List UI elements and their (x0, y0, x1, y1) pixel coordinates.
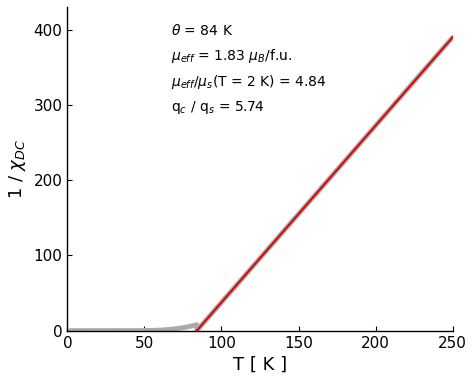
Text: $\theta$ = 84 K
$\mu_{eff}$ = 1.83 $\mu_{B}$/f.u.
$\mu_{eff}$/$\mu_{s}$(T = 2 K): $\theta$ = 84 K $\mu_{eff}$ = 1.83 $\mu_… (172, 23, 327, 116)
X-axis label: T [ K ]: T [ K ] (233, 356, 287, 374)
Y-axis label: 1 / $\chi$$_{DC}$: 1 / $\chi$$_{DC}$ (7, 139, 28, 199)
